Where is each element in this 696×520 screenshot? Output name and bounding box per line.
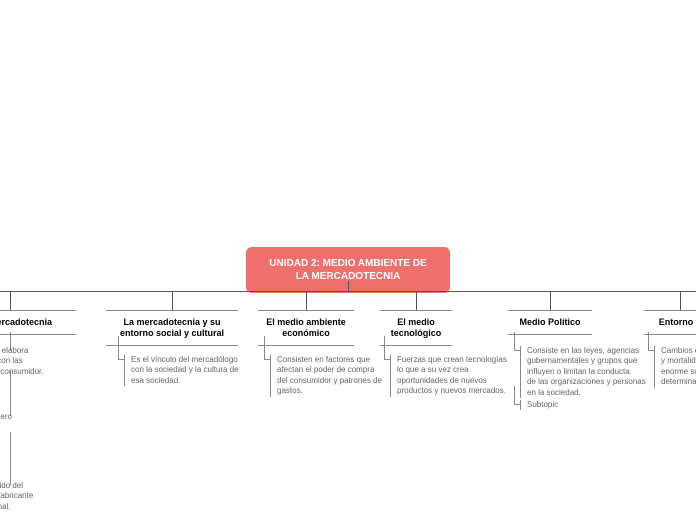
branch-label: entorno social y cultural [120,328,224,338]
branch-tick-mezcla [10,291,11,310]
branch-tick-economico [306,291,307,310]
branch-politico: Medio Político [508,310,592,335]
note-line: determinado [661,377,696,386]
note-elbow-v [10,432,11,485]
branch-label: El medio [397,317,435,327]
note-elbow-v [648,332,649,350]
note-line: Es el vínculo del mercadólogo [131,355,238,364]
note-otro-0: Cambios eny mortalidad enorme sobdetermin… [654,346,696,388]
note-line: gubernamentales y grupos que [527,356,637,365]
note-line: en la sociedad. [527,388,581,397]
note-line: lo que a su vez crea [397,365,469,374]
root-title-line1: UNIDAD 2: MEDIO AMBIENTE DE [269,258,426,269]
note-elbow-v [384,336,385,359]
branch-label: El medio ambiente [266,317,346,327]
note-social-0: Es el vínculo del mercadólogocon la soci… [124,355,250,386]
note-line: de las organizaciones y personas [527,377,646,386]
branches-h-bar [0,291,696,292]
note-elbow-v [514,386,515,404]
branch-label: La mercadotecnia y su [123,317,220,327]
note-line: Consisten en factores que [277,355,370,364]
note-line: y mortalidad [661,356,696,365]
note-line: Fuerzas que crean tecnologías [397,355,507,364]
branch-economico: El medio ambienteeconómico [258,310,354,346]
note-line: Subtopic [527,400,558,409]
branch-label: a de mercadotecnia [0,317,52,327]
note-mezcla-2: en el recorrido delo desde el fabricante… [0,481,72,512]
branch-mezcla: a de mercadotecnia [0,310,76,335]
note-line: esa sociedad. [131,376,180,385]
note-line: tidad de dinero [0,412,12,421]
branch-tick-otro [680,291,681,310]
note-line: con la sociedad y la cultura de [131,365,239,374]
note-politico-1: Subtopic [520,400,580,410]
branch-tick-politico [550,291,551,310]
note-line: del consumidor y patrones de [277,376,382,385]
root-connector-down [348,281,349,291]
note-politico-0: Consiste en las leyes, agenciasgubername… [520,346,648,398]
note-elbow-v [118,336,119,359]
note-elbow-v [10,370,11,416]
note-line: afectan el poder de compra [277,365,374,374]
note-tecnologico-0: Fuerzas que crean tecnologíaslo que a su… [390,355,514,397]
note-line: consumo final. [0,502,11,511]
note-line: oportunidades de nuevos [397,376,487,385]
branch-social: La mercadotecnia y suentorno social y cu… [106,310,238,346]
note-line: o desde el fabricante [0,491,33,500]
note-elbow-v [264,336,265,359]
note-elbow-v [514,332,515,350]
branch-label: Entorno d [659,317,696,327]
note-line: o que cumpla con las [0,356,23,365]
branch-label: Medio Político [519,317,580,327]
branch-otro: Entorno d [644,310,696,335]
note-line: productos y nuevos mercados. [397,386,506,395]
note-line: enorme sob [661,367,696,376]
branch-label: económico [282,328,330,338]
note-line: Cambios en [661,346,696,355]
note-line: influyen o limitan la conducta [527,367,630,376]
note-line: Consiste en las leyes, agencias [527,346,639,355]
branch-tick-social [172,291,173,310]
branch-tick-tecnologico [416,291,417,310]
note-line: s y deseos del consumidor. [0,367,44,376]
note-line: abo cuando se elabora [0,346,28,355]
branch-tecnologico: El mediotecnológico [380,310,452,346]
note-line: en el recorrido del [0,481,23,490]
note-line: gastos. [277,386,303,395]
branch-label: tecnológico [391,328,442,338]
note-economico-0: Consisten en factores queafectan el pode… [270,355,386,397]
note-mezcla-0: abo cuando se elaborao que cumpla con la… [0,346,80,377]
